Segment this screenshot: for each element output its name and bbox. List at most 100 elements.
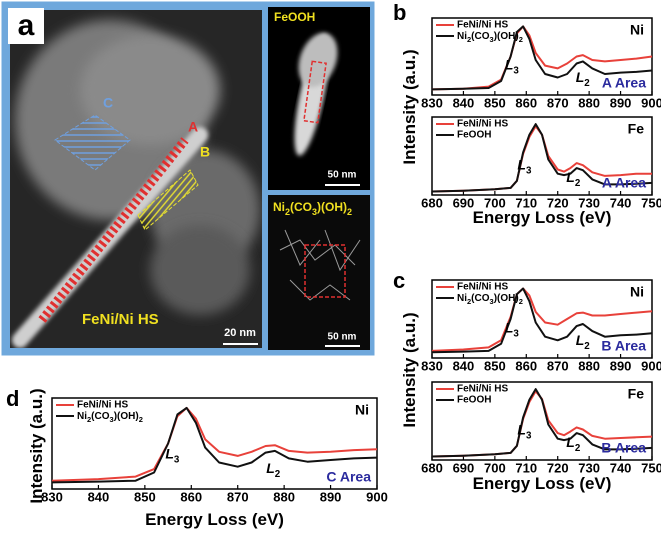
x-tick-label: 890 <box>610 95 632 110</box>
x-tick-label: 700 <box>484 460 506 475</box>
area-label: A Area <box>602 75 646 91</box>
legend-label: Ni2(CO3)(OH)2 <box>457 293 523 307</box>
plot-frame <box>431 381 653 461</box>
image-label: FeNi/Ni HS <box>82 311 159 328</box>
x-tick-label: 730 <box>578 460 600 475</box>
y-axis-title: Intensity (a.u.) <box>400 312 419 427</box>
edge-label: L3 <box>165 445 180 465</box>
legend-label: FeOOH <box>457 130 491 141</box>
edge-label: L2 <box>566 169 581 189</box>
area-label: A Area <box>602 175 646 191</box>
edge-label: L3 <box>517 421 532 441</box>
x-tick-label: 690 <box>453 195 475 210</box>
legend-label: FeNi/Ni HS <box>457 119 508 130</box>
x-tick-label: 870 <box>547 95 569 110</box>
legend-label: Ni2(CO3)(OH)2 <box>77 411 143 425</box>
element-label: Fe <box>628 121 645 137</box>
x-tick-label: 860 <box>515 95 537 110</box>
x-tick-label: 690 <box>453 460 475 475</box>
x-tick-label: 830 <box>421 358 443 373</box>
x-tick-label: 860 <box>515 358 537 373</box>
plot-frame <box>431 279 653 359</box>
legend-label: FeNi/Ni HS <box>457 384 508 395</box>
series-line <box>431 287 653 352</box>
x-tick-label: 740 <box>610 460 632 475</box>
inset-image <box>268 195 370 350</box>
inset-ni <box>279 229 361 301</box>
edge-label: L2 <box>576 69 591 89</box>
series-line <box>431 123 653 193</box>
x-tick-label: 830 <box>41 489 63 504</box>
x-tick-label: 710 <box>515 460 537 475</box>
element-label: Ni <box>355 402 369 418</box>
edge-label: L3 <box>505 319 520 339</box>
x-tick-label: 840 <box>453 95 475 110</box>
region-label: A <box>188 119 198 135</box>
inset-label: Ni2(CO3)(OH)2 <box>273 200 352 217</box>
series-line <box>431 287 653 354</box>
x-tick-label: 870 <box>547 358 569 373</box>
x-axis-title: Energy Loss (eV) <box>473 474 612 493</box>
scale-bar-label: 20 nm <box>224 327 256 339</box>
plot-frame <box>431 116 653 196</box>
x-tick-label: 880 <box>578 95 600 110</box>
x-tick-label: 700 <box>484 195 506 210</box>
edge-label: L2 <box>566 434 581 454</box>
x-tick-label: 860 <box>180 489 202 504</box>
panel-label-box <box>8 8 44 44</box>
x-tick-label: 890 <box>320 489 342 504</box>
x-tick-label: 680 <box>421 460 443 475</box>
element-label: Ni <box>630 284 644 300</box>
series-line <box>431 388 653 458</box>
area-label: C Area <box>326 469 371 485</box>
x-tick-label: 900 <box>366 489 388 504</box>
x-axis-title: Energy Loss (eV) <box>473 208 612 227</box>
x-tick-label: 750 <box>641 195 661 210</box>
series-line <box>51 406 378 484</box>
x-tick-label: 840 <box>88 489 110 504</box>
inset-label: FeOOH <box>274 10 315 24</box>
inset-fe <box>294 32 338 156</box>
x-tick-label: 850 <box>484 95 506 110</box>
region-label: C <box>103 95 113 111</box>
scale-bar-label: 50 nm <box>328 332 357 343</box>
x-tick-label: 840 <box>453 358 475 373</box>
legend-label: FeNi/Ni HS <box>77 400 128 411</box>
plot-frame <box>51 397 378 490</box>
scale-bar-label: 50 nm <box>328 170 357 181</box>
micrograph <box>12 20 260 348</box>
series-line <box>51 406 378 482</box>
edge-label: L2 <box>266 460 281 480</box>
x-tick-label: 900 <box>641 358 661 373</box>
legend-label: Ni2(CO3)(OH)2 <box>457 31 523 45</box>
y-axis-title: Intensity (a.u.) <box>400 49 419 164</box>
element-label: Fe <box>628 386 645 402</box>
x-tick-label: 890 <box>610 358 632 373</box>
x-tick-label: 680 <box>421 195 443 210</box>
panel-label: d <box>6 386 19 411</box>
legend-label: FeNi/Ni HS <box>457 282 508 293</box>
panel-label: a <box>18 9 35 42</box>
panel-label: c <box>393 268 405 293</box>
area-label: B Area <box>601 338 646 354</box>
x-tick-label: 830 <box>421 95 443 110</box>
y-axis-title: Intensity (a.u.) <box>27 388 46 503</box>
element-label: Ni <box>630 22 644 38</box>
x-tick-label: 850 <box>484 358 506 373</box>
edge-label: L3 <box>517 156 532 176</box>
x-tick-label: 880 <box>578 358 600 373</box>
x-tick-label: 740 <box>610 195 632 210</box>
edge-label: L3 <box>505 56 520 76</box>
x-tick-label: 900 <box>641 95 661 110</box>
x-axis-title: Energy Loss (eV) <box>145 510 284 529</box>
region-label: B <box>200 144 210 160</box>
x-tick-label: 730 <box>578 195 600 210</box>
x-tick-label: 720 <box>547 460 569 475</box>
legend-label: FeNi/Ni HS <box>457 20 508 31</box>
x-tick-label: 710 <box>515 195 537 210</box>
series-line <box>431 25 653 91</box>
x-tick-label: 880 <box>273 489 295 504</box>
x-tick-label: 870 <box>227 489 249 504</box>
x-tick-label: 850 <box>134 489 156 504</box>
